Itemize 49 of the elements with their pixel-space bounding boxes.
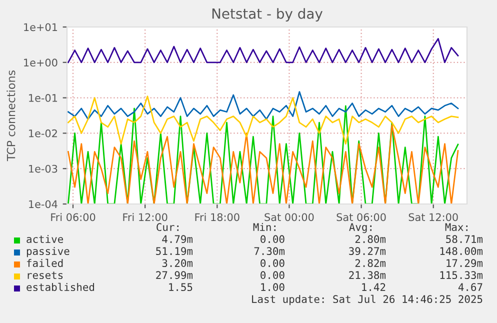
text: Cur: [156, 223, 178, 232]
text: 21.38m [349, 271, 386, 280]
x-tick-label: Sat 12:00 [408, 213, 458, 222]
legend-label: passive [26, 246, 70, 258]
text: 58.71m [446, 235, 483, 244]
text: 51.19m [156, 247, 193, 256]
x-tick-label: Fri 18:00 [195, 213, 240, 222]
text: 2.82m [355, 259, 386, 268]
text: 2.80m [355, 235, 386, 244]
y-tick-label: 1e-03 [29, 164, 58, 173]
text: Max: [445, 223, 468, 232]
y-tick-label: 1e+01 [24, 23, 58, 32]
y-tick-label: 1e-01 [29, 94, 58, 102]
text: 39.27m [349, 247, 386, 256]
text: 0.00 [260, 235, 284, 244]
y-tick-label: 1e-02 [29, 129, 57, 138]
x-tick-label: Fri 12:00 [123, 213, 168, 222]
text: 1.42 [362, 283, 386, 291]
text: 17.29m [446, 259, 483, 268]
x-tick-label: Sat 00:00 [264, 213, 314, 222]
text: 4.79m [162, 235, 193, 244]
chart-title: Netstat - by day [212, 8, 323, 22]
text: 1.55 [169, 283, 192, 292]
text: Last update: Sat Jul 26 14:46:25 2025 [252, 294, 482, 306]
legend-label: active [26, 234, 64, 244]
line-series [68, 105, 459, 204]
text: 1.00 [261, 283, 284, 292]
text: Min: [253, 222, 276, 231]
y-tick-label: 1e-04 [29, 200, 58, 208]
legend-label: failed [26, 258, 63, 268]
line-series [68, 38, 459, 64]
legend-label: resets [28, 272, 63, 280]
line-series [68, 96, 459, 145]
line-series [68, 91, 459, 120]
x-tick-label: Sat 06:00 [336, 213, 386, 222]
line-series [68, 124, 459, 204]
y-axis-title: TCP connections [6, 70, 16, 162]
text: 7.30m [254, 247, 285, 256]
text: 148.00m [440, 247, 483, 256]
text: 4.67 [458, 283, 482, 292]
text: 115.33m [440, 271, 483, 280]
y-tick-label: 1e+00 [24, 58, 58, 67]
x-tick-label: Fri 06:00 [51, 213, 96, 222]
text: 3.20m [162, 259, 193, 268]
text: 0.00 [260, 271, 284, 280]
text: Avg: [349, 223, 372, 234]
text: 27.99m [156, 271, 193, 280]
legend-label: established [26, 282, 94, 292]
text: 0.00 [260, 259, 284, 268]
